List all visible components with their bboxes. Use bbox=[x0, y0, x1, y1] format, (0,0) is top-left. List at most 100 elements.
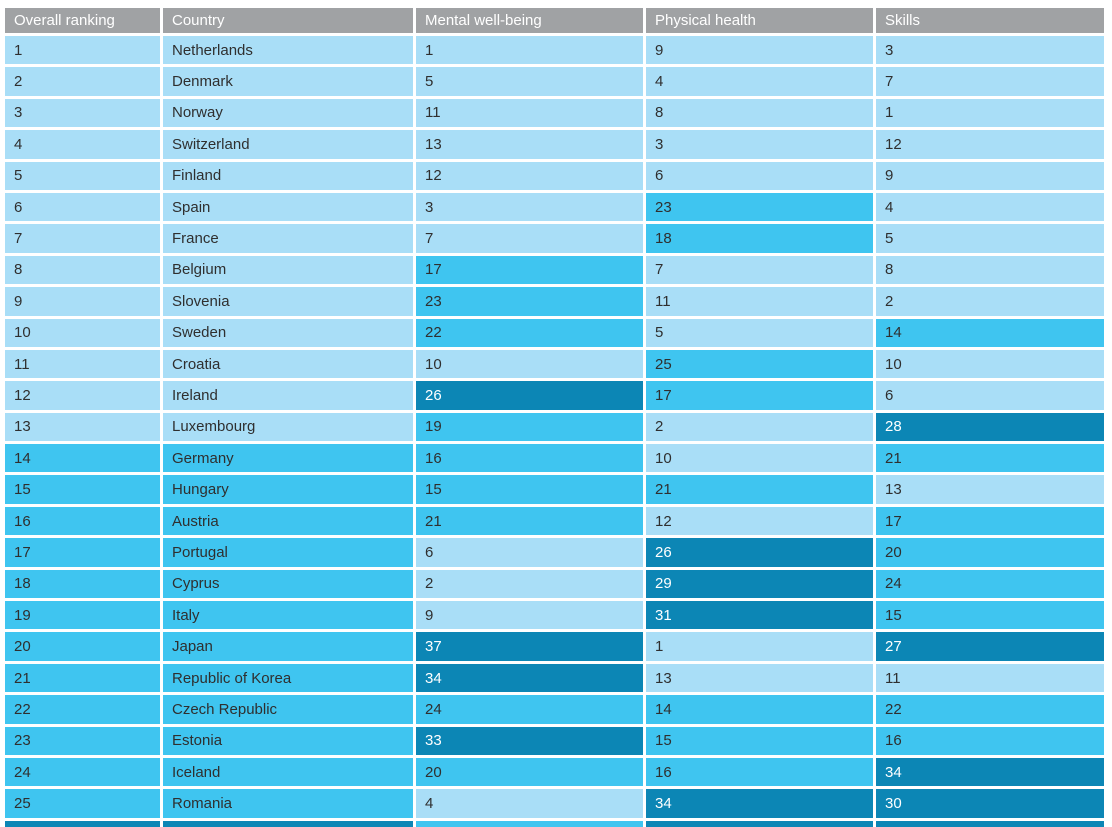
table-row: 24 Iceland 20 16 34 bbox=[5, 757, 1104, 787]
physical-cell: 23 bbox=[646, 192, 873, 222]
skills-cell: 24 bbox=[876, 569, 1104, 599]
table-row: 20 Japan 37 1 27 bbox=[5, 632, 1104, 661]
rank-cell: 25 bbox=[5, 789, 160, 818]
table-row: 16 Austria 21 12 17 bbox=[5, 506, 1104, 536]
rank-cell: 20 bbox=[5, 632, 160, 661]
table-row-partial bbox=[5, 820, 1104, 827]
physical-cell: 34 bbox=[646, 789, 873, 818]
table-row: 9 Slovenia 23 11 2 bbox=[5, 287, 1104, 316]
table-row: 6 Spain 3 23 4 bbox=[5, 192, 1104, 222]
country-cell: Estonia bbox=[163, 726, 413, 755]
skills-cell: 15 bbox=[876, 601, 1104, 630]
mental-cell: 16 bbox=[416, 444, 643, 473]
country-cell: Slovenia bbox=[163, 287, 413, 316]
table-row: 3 Norway 11 8 1 bbox=[5, 98, 1104, 128]
country-cell: Spain bbox=[163, 192, 413, 222]
physical-cell: 9 bbox=[646, 36, 873, 65]
mental-cell: 26 bbox=[416, 381, 643, 410]
country-cell: Denmark bbox=[163, 67, 413, 96]
skills-cell bbox=[876, 820, 1104, 827]
country-cell: Portugal bbox=[163, 538, 413, 567]
skills-cell: 4 bbox=[876, 192, 1104, 222]
mental-cell: 19 bbox=[416, 412, 643, 442]
country-cell: Luxembourg bbox=[163, 412, 413, 442]
table-row: 21 Republic of Korea 34 13 11 bbox=[5, 663, 1104, 693]
physical-cell: 12 bbox=[646, 506, 873, 536]
mental-cell: 34 bbox=[416, 663, 643, 693]
mental-cell: 4 bbox=[416, 789, 643, 818]
table-row: 4 Switzerland 13 3 12 bbox=[5, 130, 1104, 159]
country-cell: Finland bbox=[163, 161, 413, 190]
table-body: 1 Netherlands 1 9 3 2 Denmark 5 4 7 3 Norway 11 8 1 4 Sw… bbox=[5, 36, 1104, 827]
mental-cell: 15 bbox=[416, 475, 643, 504]
physical-cell: 11 bbox=[646, 287, 873, 316]
mental-cell bbox=[416, 820, 643, 827]
header-cell-mental: Mental well-being bbox=[416, 8, 643, 33]
table-header-row: Overall ranking Country Mental well-being P… bbox=[5, 8, 1104, 33]
country-cell: Austria bbox=[163, 506, 413, 536]
country-cell: Italy bbox=[163, 601, 413, 630]
physical-cell: 21 bbox=[646, 475, 873, 504]
skills-cell: 9 bbox=[876, 161, 1104, 190]
skills-cell: 20 bbox=[876, 538, 1104, 567]
mental-cell: 7 bbox=[416, 224, 643, 253]
table-row: 7 France 7 18 5 bbox=[5, 224, 1104, 253]
rank-cell: 18 bbox=[5, 569, 160, 599]
rank-cell: 10 bbox=[5, 318, 160, 347]
mental-cell: 2 bbox=[416, 569, 643, 599]
country-cell: Switzerland bbox=[163, 130, 413, 159]
rank-cell: 3 bbox=[5, 98, 160, 128]
table-row: 13 Luxembourg 19 2 28 bbox=[5, 412, 1104, 442]
skills-cell: 1 bbox=[876, 98, 1104, 128]
table-row: 25 Romania 4 34 30 bbox=[5, 789, 1104, 818]
skills-cell: 7 bbox=[876, 67, 1104, 96]
mental-cell: 6 bbox=[416, 538, 643, 567]
mental-cell: 9 bbox=[416, 601, 643, 630]
skills-cell: 34 bbox=[876, 757, 1104, 787]
country-wellbeing-ranking-table: Overall ranking Country Mental well-being P… bbox=[2, 5, 1107, 827]
country-cell: Iceland bbox=[163, 757, 413, 787]
physical-cell: 15 bbox=[646, 726, 873, 755]
skills-cell: 14 bbox=[876, 318, 1104, 347]
physical-cell: 25 bbox=[646, 349, 873, 379]
physical-cell: 13 bbox=[646, 663, 873, 693]
rank-cell: 11 bbox=[5, 349, 160, 379]
skills-cell: 10 bbox=[876, 349, 1104, 379]
mental-cell: 11 bbox=[416, 98, 643, 128]
rank-cell: 19 bbox=[5, 601, 160, 630]
skills-cell: 12 bbox=[876, 130, 1104, 159]
rank-cell: 17 bbox=[5, 538, 160, 567]
rank-cell: 15 bbox=[5, 475, 160, 504]
table-row: 11 Croatia 10 25 10 bbox=[5, 349, 1104, 379]
skills-cell: 3 bbox=[876, 36, 1104, 65]
physical-cell: 7 bbox=[646, 255, 873, 285]
table-row: 22 Czech Republic 24 14 22 bbox=[5, 695, 1104, 724]
skills-cell: 21 bbox=[876, 444, 1104, 473]
physical-cell: 2 bbox=[646, 412, 873, 442]
rank-cell bbox=[5, 820, 160, 827]
skills-cell: 17 bbox=[876, 506, 1104, 536]
rank-cell: 22 bbox=[5, 695, 160, 724]
physical-cell: 14 bbox=[646, 695, 873, 724]
mental-cell: 1 bbox=[416, 36, 643, 65]
skills-cell: 13 bbox=[876, 475, 1104, 504]
mental-cell: 5 bbox=[416, 67, 643, 96]
rank-cell: 21 bbox=[5, 663, 160, 693]
country-cell bbox=[163, 820, 413, 827]
mental-cell: 20 bbox=[416, 757, 643, 787]
table-row: 14 Germany 16 10 21 bbox=[5, 444, 1104, 473]
skills-cell: 2 bbox=[876, 287, 1104, 316]
skills-cell: 22 bbox=[876, 695, 1104, 724]
table-row: 8 Belgium 17 7 8 bbox=[5, 255, 1104, 285]
mental-cell: 23 bbox=[416, 287, 643, 316]
header-cell-skills: Skills bbox=[876, 8, 1104, 33]
header-cell-rank: Overall ranking bbox=[5, 8, 160, 33]
table-row: 12 Ireland 26 17 6 bbox=[5, 381, 1104, 410]
skills-cell: 8 bbox=[876, 255, 1104, 285]
rank-cell: 7 bbox=[5, 224, 160, 253]
mental-cell: 24 bbox=[416, 695, 643, 724]
rank-cell: 8 bbox=[5, 255, 160, 285]
skills-cell: 28 bbox=[876, 412, 1104, 442]
physical-cell: 16 bbox=[646, 757, 873, 787]
rank-cell: 5 bbox=[5, 161, 160, 190]
